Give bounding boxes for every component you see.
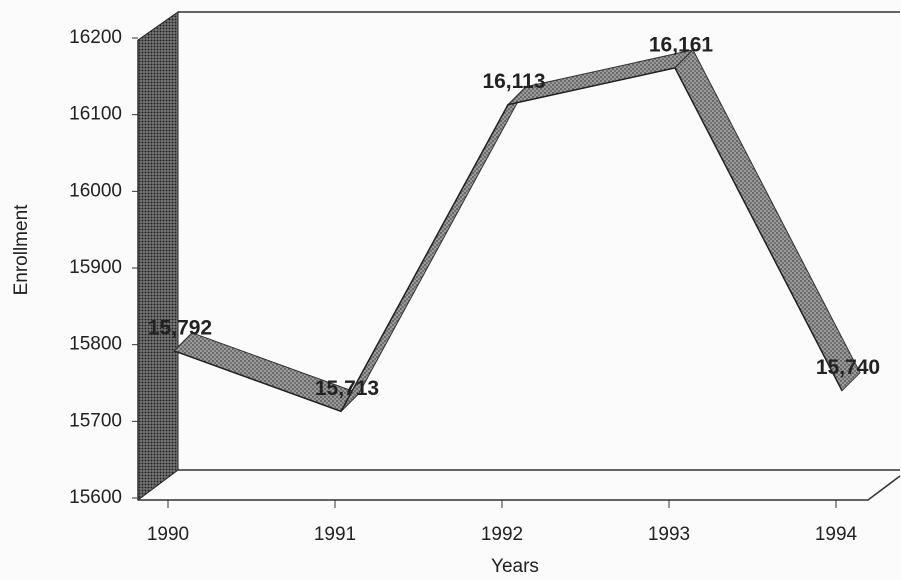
x-tick-label: 1993 — [648, 524, 690, 545]
y-tick-label: 16200 — [69, 27, 122, 48]
value-label: 15,792 — [148, 316, 212, 339]
y-tick-label: 16100 — [69, 104, 122, 125]
side-wall — [137, 11, 179, 501]
line — [173, 67, 843, 413]
x-tick-label: 1992 — [481, 524, 523, 545]
y-tick-label: 15900 — [69, 257, 122, 278]
value-label: 16,161 — [649, 33, 714, 56]
ribbon-segment — [674, 49, 861, 392]
x-tick-label: 1990 — [147, 524, 189, 545]
value-label: 16,113 — [482, 70, 545, 93]
y-tick-label: 15700 — [69, 410, 122, 431]
y-tick-label: 16000 — [69, 180, 122, 201]
y-tick-label: 15800 — [69, 334, 122, 355]
x-tick-label: 1991 — [314, 524, 356, 545]
ribbon-segment — [340, 86, 527, 412]
x-tick-label: 1994 — [815, 524, 858, 545]
floor — [138, 475, 901, 501]
y-axis-label: Enrollment — [11, 204, 32, 296]
y-tick-label: 15600 — [69, 487, 122, 508]
value-label: 15,713 — [315, 377, 379, 400]
value-label: 15,740 — [816, 356, 880, 379]
x-axis-label: Years — [491, 556, 539, 577]
